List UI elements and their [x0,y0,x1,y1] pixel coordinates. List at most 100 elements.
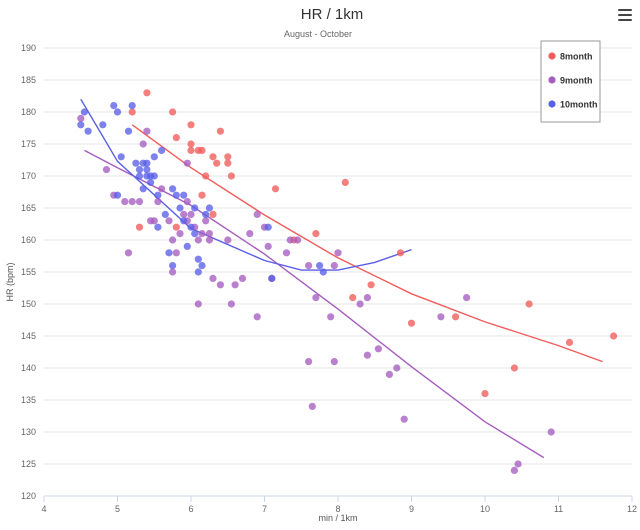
point-8month[interactable] [209,153,217,161]
point-9month[interactable] [205,230,213,238]
point-9month[interactable] [363,351,371,359]
point-10month[interactable] [158,146,166,154]
point-9month[interactable] [176,230,184,238]
point-9month[interactable] [169,236,177,244]
point-9month[interactable] [282,249,291,257]
point-8month[interactable] [341,178,349,186]
point-9month[interactable] [312,294,320,302]
point-8month[interactable] [187,121,195,129]
point-9month[interactable] [547,428,555,436]
point-9month[interactable] [514,460,522,468]
point-10month[interactable] [77,121,85,129]
point-9month[interactable] [437,313,445,321]
point-8month[interactable] [271,185,280,193]
point-10month[interactable] [187,223,195,231]
point-9month[interactable] [510,466,518,474]
point-9month[interactable] [169,268,177,276]
point-8month[interactable] [565,338,574,346]
point-8month[interactable] [209,210,217,218]
point-10month[interactable] [147,178,155,186]
point-9month[interactable] [183,198,191,206]
point-9month[interactable] [198,230,206,238]
point-8month[interactable] [224,153,232,161]
point-10month[interactable] [128,102,136,110]
point-8month[interactable] [213,159,221,167]
point-9month[interactable] [202,217,210,225]
legend-label-9month[interactable]: 9month [560,76,593,86]
point-10month[interactable] [154,223,162,231]
point-9month[interactable] [385,370,393,378]
point-10month[interactable] [264,223,272,231]
point-9month[interactable] [393,364,401,372]
point-9month[interactable] [305,262,313,270]
point-10month[interactable] [110,102,118,110]
point-9month[interactable] [224,236,232,244]
point-8month[interactable] [198,146,206,154]
point-9month[interactable] [172,249,180,257]
point-8month[interactable] [169,108,177,116]
point-9month[interactable] [363,294,371,302]
point-9month[interactable] [154,198,162,206]
point-10month[interactable] [194,268,202,276]
point-8month[interactable] [135,223,144,231]
point-8month[interactable] [481,390,489,398]
legend-marker-10month[interactable] [548,100,556,108]
point-10month[interactable] [84,127,92,135]
point-9month[interactable] [124,249,133,257]
point-8month[interactable] [202,172,210,180]
point-10month[interactable] [165,249,173,257]
point-10month[interactable] [191,204,199,212]
point-10month[interactable] [113,191,122,199]
point-10month[interactable] [147,172,155,180]
point-10month[interactable] [316,262,324,270]
point-8month[interactable] [198,191,206,199]
point-8month[interactable] [128,108,136,116]
point-9month[interactable] [330,262,338,270]
point-10month[interactable] [169,262,177,270]
point-10month[interactable] [117,153,125,161]
point-9month[interactable] [180,210,188,218]
point-9month[interactable] [139,140,147,148]
point-9month[interactable] [187,210,195,218]
point-10month[interactable] [194,255,202,263]
point-8month[interactable] [143,89,151,97]
point-10month[interactable] [154,191,162,199]
point-10month[interactable] [161,210,169,218]
point-8month[interactable] [172,134,180,142]
point-10month[interactable] [198,262,206,270]
point-9month[interactable] [128,198,136,206]
point-9month[interactable] [150,217,158,225]
point-9month[interactable] [231,281,239,289]
point-9month[interactable] [205,236,213,244]
point-9month[interactable] [216,281,224,289]
point-9month[interactable] [334,249,342,257]
point-9month[interactable] [356,300,364,308]
point-8month[interactable] [407,319,416,327]
point-9month[interactable] [374,345,382,353]
point-9month[interactable] [121,198,129,206]
point-8month[interactable] [452,313,460,321]
point-9month[interactable] [143,127,151,135]
point-8month[interactable] [187,146,195,154]
point-9month[interactable] [102,166,111,174]
point-10month[interactable] [169,185,177,193]
point-8month[interactable] [510,364,518,372]
legend-marker-8month[interactable] [548,52,556,60]
point-9month[interactable] [253,313,261,321]
point-10month[interactable] [180,217,188,225]
point-10month[interactable] [124,127,133,135]
point-10month[interactable] [132,159,140,167]
point-9month[interactable] [400,415,408,423]
point-8month[interactable] [367,281,375,289]
point-9month[interactable] [194,236,202,244]
legend-label-8month[interactable]: 8month [560,52,593,62]
point-10month[interactable] [172,191,180,199]
point-9month[interactable] [194,300,202,308]
point-9month[interactable] [305,358,313,366]
point-10month[interactable] [268,274,276,282]
point-10month[interactable] [150,153,158,161]
point-9month[interactable] [264,242,272,250]
point-10month[interactable] [143,159,151,167]
point-8month[interactable] [396,249,405,257]
point-9month[interactable] [246,230,254,238]
